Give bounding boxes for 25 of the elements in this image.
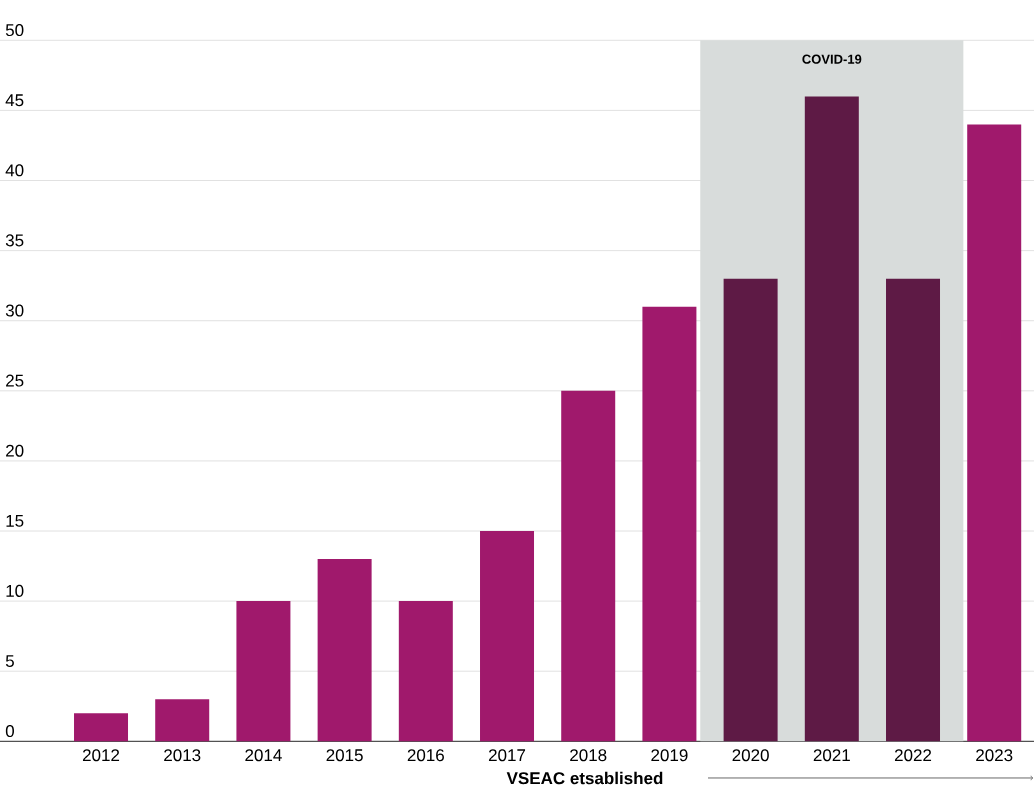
x-tick-label: 2016 bbox=[407, 749, 444, 762]
band-label: COVID-19 bbox=[802, 54, 862, 64]
y-tick-label: 50 bbox=[5, 24, 24, 37]
y-tick-label: 25 bbox=[6, 374, 24, 387]
x-tick-label: 2014 bbox=[245, 749, 282, 762]
y-tick-label: 30 bbox=[5, 304, 24, 317]
x-tick-label: 2020 bbox=[732, 749, 769, 762]
y-tick-label: 5 bbox=[5, 655, 14, 668]
x-tick-label: 2013 bbox=[164, 749, 201, 762]
x-tick-label: 2022 bbox=[894, 749, 932, 762]
text: VSEAC etsablished bbox=[506, 771, 663, 785]
x-tick-label: 2019 bbox=[651, 749, 688, 762]
x-tick-label: 2023 bbox=[976, 749, 1013, 762]
y-tick-label: 0 bbox=[5, 725, 14, 738]
x-tick-label: 2017 bbox=[488, 749, 526, 762]
x-tick-label: 2018 bbox=[570, 749, 607, 762]
y-tick-label: 15 bbox=[6, 514, 24, 527]
x-tick-label: 2021 bbox=[813, 749, 850, 762]
y-tick-label: 35 bbox=[5, 234, 24, 247]
y-tick-label: 20 bbox=[6, 444, 24, 457]
y-tick-label: 40 bbox=[5, 164, 24, 177]
x-tick-label: 2015 bbox=[326, 749, 363, 762]
x-tick-label: 2012 bbox=[82, 749, 120, 762]
y-tick-label: 10 bbox=[6, 584, 24, 597]
y-tick-label: 45 bbox=[5, 94, 24, 107]
